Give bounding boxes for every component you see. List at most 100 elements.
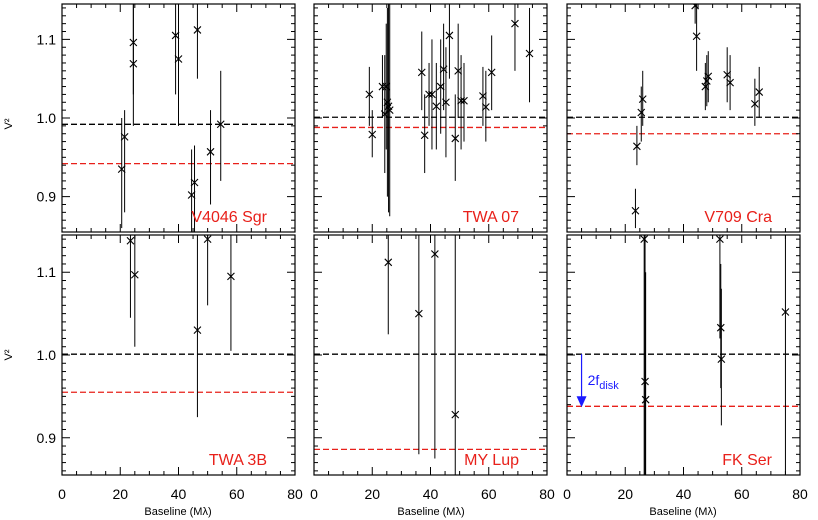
data-point <box>174 55 183 63</box>
data-point <box>206 147 215 156</box>
panel: MY Lup 0 20 40 60 80 <box>310 234 555 502</box>
y-tick-label: 1.1 <box>37 264 57 280</box>
x-axis-label-2: Baseline (Mλ) <box>397 506 464 518</box>
panel: V4046 Sgr 0.9 1.0 1.1 <box>37 3 296 233</box>
plot-area <box>314 235 547 475</box>
panel-frame <box>313 234 548 476</box>
data-point <box>633 142 641 151</box>
y-tick-label: 0.9 <box>37 430 57 446</box>
x-tick-label: 60 <box>229 486 245 502</box>
y-tick-label: 0.9 <box>37 189 57 205</box>
data-point <box>511 19 519 28</box>
data-point <box>692 32 701 41</box>
data-point <box>481 103 490 111</box>
panel: V709 Cra <box>566 3 801 233</box>
data-point <box>525 49 534 58</box>
panel-label: TWA 07 <box>463 209 519 226</box>
data-point <box>425 90 433 99</box>
data-point <box>716 235 724 244</box>
data-point <box>726 78 734 87</box>
x-tick-label: 20 <box>364 486 380 502</box>
y-axis-label-bottom: V² <box>3 349 15 360</box>
panel-label: FK Ser <box>722 452 772 469</box>
data-point <box>368 130 377 139</box>
plot-area <box>567 4 800 229</box>
data-point <box>640 235 649 244</box>
data-point <box>454 66 463 75</box>
data-point <box>487 68 496 77</box>
data-point <box>641 395 650 404</box>
plot-area <box>62 4 295 232</box>
x-tick-label: 0 <box>58 486 66 502</box>
data-point <box>430 250 439 258</box>
data-point <box>193 326 202 335</box>
data-point <box>479 92 487 100</box>
data-point <box>126 236 135 245</box>
panel-frame <box>566 3 801 233</box>
x-tick-label: 0 <box>563 486 571 502</box>
panel: TWA 3B 0.9 1.0 1.1 0 20 40 60 80 <box>37 234 303 502</box>
y-tick-label: 1.0 <box>37 110 57 126</box>
x-tick-label: 40 <box>423 486 439 502</box>
data-point <box>187 191 196 199</box>
data-point <box>750 99 759 108</box>
data-point <box>117 165 126 173</box>
plot-area <box>567 235 800 475</box>
panel: TWA 07 <box>313 3 548 233</box>
panel-label: TWA 3B <box>209 452 267 469</box>
data-point <box>704 72 713 81</box>
data-point <box>417 68 426 77</box>
data-point <box>171 31 180 40</box>
panel-frame <box>313 3 548 233</box>
annotation-arrow-head <box>576 396 587 408</box>
x-tick-label: 40 <box>171 486 187 502</box>
data-point <box>428 90 436 99</box>
x-tick-label: 40 <box>676 486 692 502</box>
data-point <box>130 270 139 279</box>
data-point <box>445 31 454 40</box>
y-axis-label-top: V² <box>3 118 15 129</box>
x-tick-label: 80 <box>792 486 808 502</box>
data-point <box>190 178 199 187</box>
panel-grid: V4046 Sgr 0.9 1.0 1.1 TWA 07 V709 Cra TWA 3B 0.… <box>37 3 808 502</box>
y-tick-label: 1.0 <box>37 347 57 363</box>
data-point <box>385 106 394 115</box>
data-point <box>451 410 460 419</box>
panel-label: V4046 Sgr <box>191 209 267 226</box>
data-point <box>365 90 374 99</box>
x-tick-label: 80 <box>539 486 555 502</box>
data-point <box>442 98 450 107</box>
x-tick-label: 0 <box>310 486 318 502</box>
data-point <box>120 132 129 141</box>
data-point <box>716 323 725 332</box>
y-tick-label: 1.1 <box>37 31 57 47</box>
data-point <box>436 82 445 91</box>
annotation-label: 2fdisk <box>588 372 620 392</box>
data-point <box>781 308 790 316</box>
plot-area <box>62 235 295 418</box>
x-axis-label-1: Baseline (Mλ) <box>144 506 211 518</box>
data-point <box>227 272 235 281</box>
data-point <box>702 77 711 85</box>
data-point <box>420 131 429 140</box>
x-axis-label-3: Baseline (Mλ) <box>649 506 716 518</box>
x-tick-label: 60 <box>734 486 750 502</box>
data-point <box>631 206 640 215</box>
x-tick-label: 60 <box>481 486 497 502</box>
data-point <box>637 108 646 117</box>
plot-area <box>314 4 547 217</box>
panel-frame <box>61 234 296 476</box>
data-point <box>641 377 649 386</box>
data-point <box>755 88 764 96</box>
panel-label: MY Lup <box>464 452 519 469</box>
data-point <box>384 258 393 267</box>
panel-frame <box>566 234 801 476</box>
data-point <box>203 235 212 244</box>
data-point <box>723 70 732 79</box>
panel-label: V709 Cra <box>704 209 772 226</box>
data-point <box>638 95 647 104</box>
x-tick-label: 20 <box>617 486 633 502</box>
data-point <box>451 134 460 143</box>
data-point <box>460 96 468 105</box>
data-point <box>414 309 423 318</box>
